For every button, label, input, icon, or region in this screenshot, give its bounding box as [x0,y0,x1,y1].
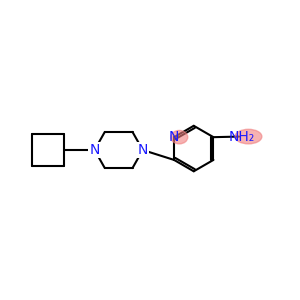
Text: N: N [137,143,148,157]
Text: NH₂: NH₂ [228,130,255,144]
Ellipse shape [171,130,188,144]
Text: N: N [89,143,100,157]
Ellipse shape [235,129,262,144]
Text: N: N [169,130,179,144]
